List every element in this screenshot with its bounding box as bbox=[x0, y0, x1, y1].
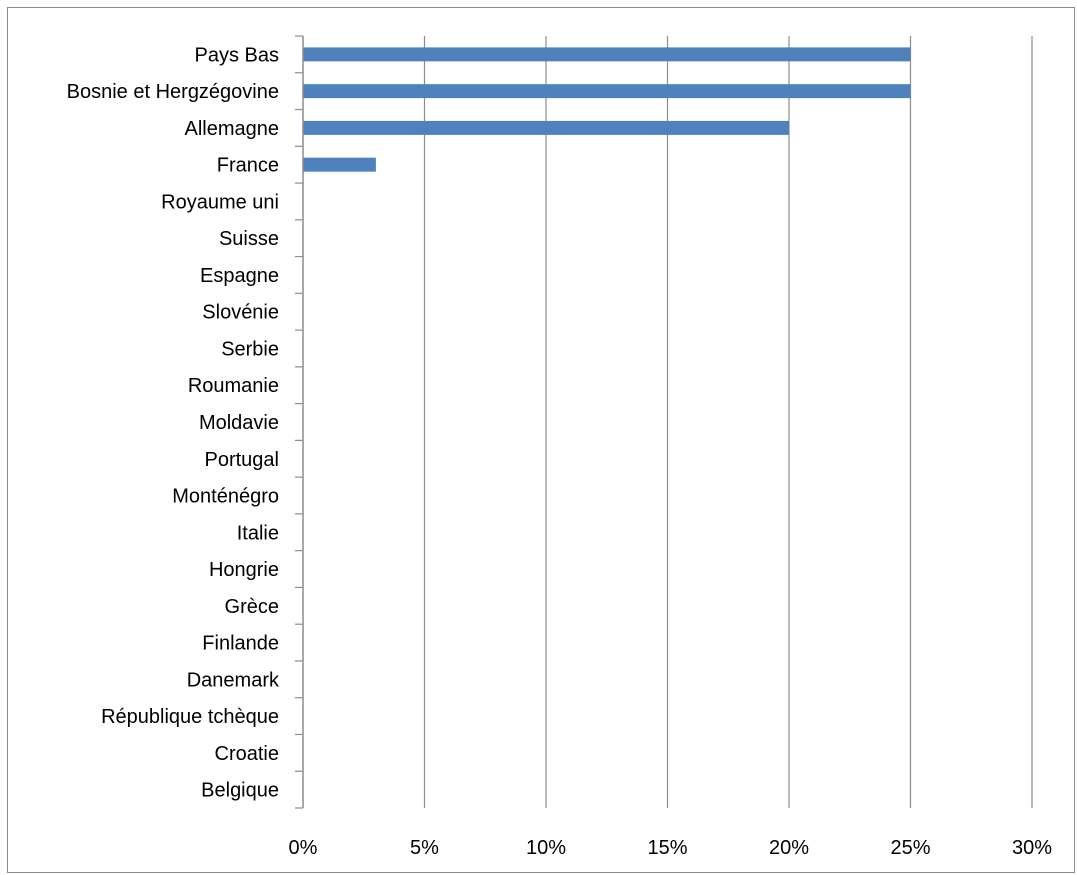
x-tick-label: 25% bbox=[890, 837, 930, 859]
gridlines bbox=[423, 36, 1033, 808]
bars bbox=[303, 47, 911, 172]
category-label: Croatie bbox=[215, 743, 279, 765]
category-label: Bosnie et Hergzégovine bbox=[67, 81, 279, 103]
category-label: République tchèque bbox=[101, 706, 279, 728]
x-tick-label: 5% bbox=[410, 837, 439, 859]
category-label: France bbox=[217, 155, 279, 177]
x-tick-label: 30% bbox=[1012, 837, 1052, 859]
category-label: Allemagne bbox=[184, 118, 279, 140]
category-label: Serbie bbox=[221, 338, 279, 360]
category-label: Italie bbox=[237, 522, 279, 544]
x-tick-label: 10% bbox=[526, 837, 566, 859]
bar bbox=[303, 157, 376, 172]
category-label: Finlande bbox=[202, 633, 279, 655]
category-label: Hongrie bbox=[209, 559, 279, 581]
y-axis bbox=[295, 35, 304, 809]
category-label: Roumanie bbox=[188, 375, 279, 397]
x-tick-label: 15% bbox=[647, 837, 687, 859]
bar bbox=[303, 47, 911, 62]
category-label: Danemark bbox=[187, 669, 280, 691]
category-label: Suisse bbox=[219, 228, 279, 250]
category-labels: Pays Bas Bosnie et Hergzégovine Allemagne F… bbox=[67, 44, 280, 801]
category-label: Moldavie bbox=[199, 412, 279, 434]
bar bbox=[303, 84, 911, 99]
chart-frame bbox=[7, 7, 1075, 873]
x-tick-labels: 0% 5% 10% 15% 20% 25% 30% bbox=[289, 837, 1053, 859]
category-label: Espagne bbox=[200, 265, 279, 287]
x-tick-label: 0% bbox=[289, 837, 318, 859]
x-tick-label: 20% bbox=[769, 837, 809, 859]
category-label: Belgique bbox=[201, 780, 279, 802]
bar bbox=[303, 120, 789, 135]
category-label: Slovénie bbox=[202, 302, 279, 324]
category-label: Portugal bbox=[205, 449, 280, 471]
category-label: Monténégro bbox=[172, 486, 279, 508]
category-label: Royaume uni bbox=[161, 191, 279, 213]
category-label: Pays Bas bbox=[195, 44, 279, 66]
category-label: Grèce bbox=[225, 596, 279, 618]
